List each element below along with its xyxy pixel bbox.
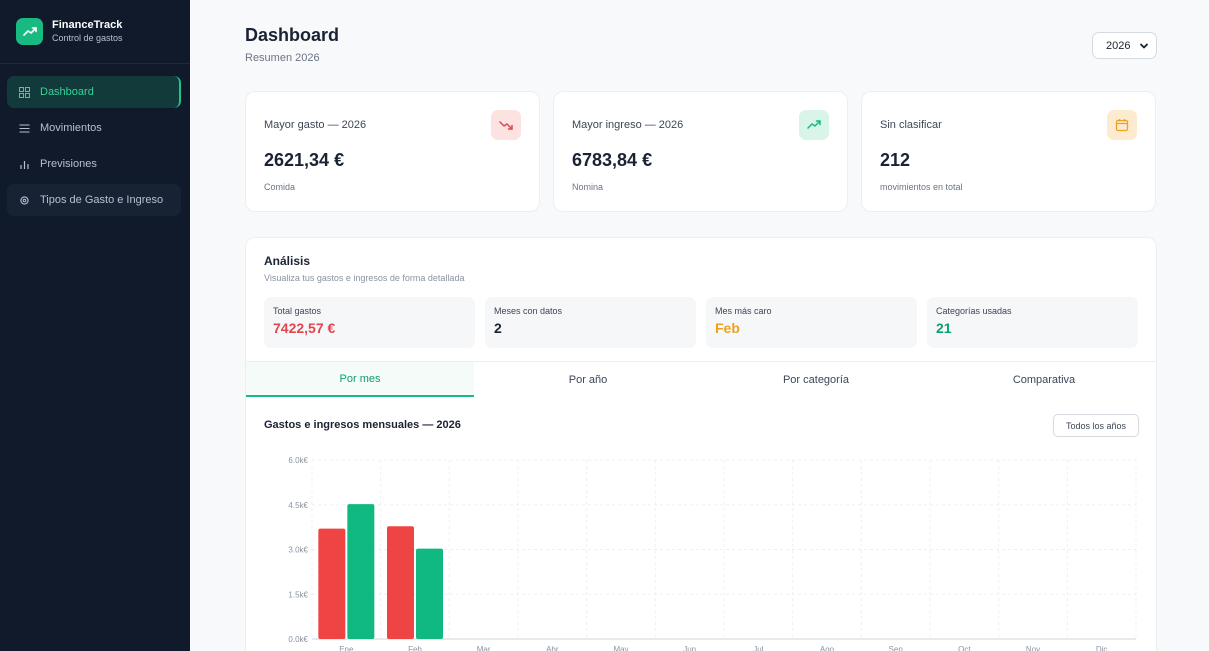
x-tick-label: Abr bbox=[546, 645, 559, 651]
gear-icon bbox=[19, 195, 30, 206]
chevron-down-icon bbox=[1139, 41, 1149, 54]
trending-down-icon bbox=[491, 110, 521, 140]
x-tick-label: Dic bbox=[1096, 645, 1108, 651]
stat-value: Feb bbox=[715, 320, 740, 336]
x-tick-label: Sep bbox=[889, 645, 904, 651]
sidebar-divider bbox=[0, 63, 190, 64]
chart-title: Gastos e ingresos mensuales — 2026 bbox=[264, 419, 461, 431]
tab-comparativa[interactable]: Comparativa bbox=[1012, 373, 1076, 386]
x-tick-label: Feb bbox=[408, 645, 422, 651]
card-label: Mayor ingreso — 2026 bbox=[572, 119, 684, 131]
stat-label: Mes más caro bbox=[715, 306, 772, 316]
card-value: 6783,84 € bbox=[572, 150, 653, 170]
x-tick-label: Jul bbox=[753, 645, 763, 651]
sidebar-item-movimientos[interactable]: Movimientos bbox=[7, 112, 181, 144]
x-tick-label: Ene bbox=[339, 645, 354, 651]
tab-por-mes[interactable]: Por mes bbox=[246, 362, 474, 397]
stat-label: Categorías usadas bbox=[936, 306, 1012, 316]
page-title: Dashboard bbox=[245, 25, 340, 45]
stat-card-top-income: Mayor ingreso — 2026 6783,84 € Nomina bbox=[553, 91, 848, 212]
card-label: Mayor gasto — 2026 bbox=[264, 119, 367, 131]
stat-card-top-expense: Mayor gasto — 2026 2621,34 € Comida bbox=[245, 91, 540, 212]
stat-value: 7422,57 € bbox=[273, 320, 336, 336]
analysis-subtitle: Visualiza tus gastos e ingresos de forma… bbox=[264, 273, 465, 283]
tab-por-ano[interactable]: Por año bbox=[568, 373, 608, 386]
y-tick-label: 3.0k€ bbox=[288, 546, 308, 555]
brand[interactable]: FinanceTrack Control de gastos bbox=[16, 18, 123, 45]
x-tick-label: May bbox=[613, 645, 628, 651]
stat-total-expenses: Total gastos 7422,57 € bbox=[264, 297, 475, 348]
card-value: 2621,34 € bbox=[264, 150, 345, 170]
sidebar: FinanceTrack Control de gastos Dashboard… bbox=[0, 0, 190, 651]
x-tick-label: Ago bbox=[820, 645, 835, 651]
sidebar-item-label: Movimientos bbox=[40, 122, 102, 134]
card-value: 212 bbox=[880, 150, 911, 170]
analysis-title: Análisis bbox=[264, 254, 311, 268]
dashboard-icon bbox=[19, 86, 30, 98]
sidebar-nav: Dashboard Movimientos Previsiones Tipos … bbox=[7, 76, 181, 220]
card-label: Sin clasificar bbox=[880, 119, 942, 131]
x-tick-label: Jun bbox=[683, 645, 696, 651]
analysis-panel: Análisis Visualiza tus gastos e ingresos… bbox=[245, 237, 1157, 651]
monthly-bar-chart: 0.0k€ 1.5k€ 3.0k€ 4.5k€ 6.0k€ Ene Feb Mar Abr May… bbox=[288, 456, 1137, 651]
year-select[interactable]: 2026 bbox=[1092, 32, 1157, 59]
sidebar-item-tipos[interactable]: Tipos de Gasto e Ingreso bbox=[7, 184, 181, 216]
stat-most-expensive-month: Mes más caro Feb bbox=[706, 297, 917, 348]
trending-up-icon bbox=[16, 18, 43, 45]
analysis-tabs: Por mes Por año Por categoría Comparativ… bbox=[246, 361, 1156, 397]
y-tick-label: 1.5k€ bbox=[288, 590, 308, 599]
y-tick-label: 0.0k€ bbox=[288, 635, 308, 644]
y-tick-label: 4.5k€ bbox=[288, 501, 308, 510]
sidebar-item-previsiones[interactable]: Previsiones bbox=[7, 148, 181, 180]
stat-value: 2 bbox=[494, 320, 502, 336]
page-subtitle: Resumen 2026 bbox=[245, 52, 320, 64]
bar bbox=[416, 548, 443, 639]
calendar-icon bbox=[1107, 110, 1137, 140]
x-tick-label: Nov bbox=[1026, 645, 1040, 651]
stat-value: 21 bbox=[936, 320, 952, 336]
bar bbox=[347, 504, 375, 639]
x-tick-label: Mar bbox=[477, 645, 491, 651]
app-subtitle: Control de gastos bbox=[52, 33, 123, 43]
card-note: Comida bbox=[264, 182, 296, 192]
y-tick-label: 6.0k€ bbox=[288, 456, 308, 465]
stat-card-unclassified: Sin clasificar 212 movimientos en total bbox=[861, 91, 1156, 212]
sidebar-item-label: Tipos de Gasto e Ingreso bbox=[40, 194, 164, 206]
stat-months-with-data: Meses con datos 2 bbox=[485, 297, 696, 348]
sidebar-item-label: Previsiones bbox=[40, 158, 97, 170]
card-note: Nomina bbox=[572, 182, 604, 192]
trending-up-icon bbox=[799, 110, 829, 140]
year-select-value: 2026 bbox=[1106, 39, 1131, 52]
sidebar-item-dashboard[interactable]: Dashboard bbox=[7, 76, 181, 108]
app-name: FinanceTrack bbox=[52, 19, 123, 31]
list-icon bbox=[19, 123, 30, 134]
tab-por-categoria[interactable]: Por categoría bbox=[782, 373, 850, 386]
x-tick-label: Oct bbox=[958, 645, 971, 651]
bar-chart-icon bbox=[19, 159, 30, 170]
stat-categories-used: Categorías usadas 21 bbox=[927, 297, 1138, 348]
sidebar-item-label: Dashboard bbox=[40, 86, 94, 98]
bar bbox=[387, 526, 414, 639]
all-years-button[interactable]: Todos los años bbox=[1053, 414, 1139, 437]
stat-label: Total gastos bbox=[273, 306, 322, 316]
stat-label: Meses con datos bbox=[494, 306, 563, 316]
bar bbox=[318, 528, 346, 639]
card-note: movimientos en total bbox=[880, 182, 963, 192]
